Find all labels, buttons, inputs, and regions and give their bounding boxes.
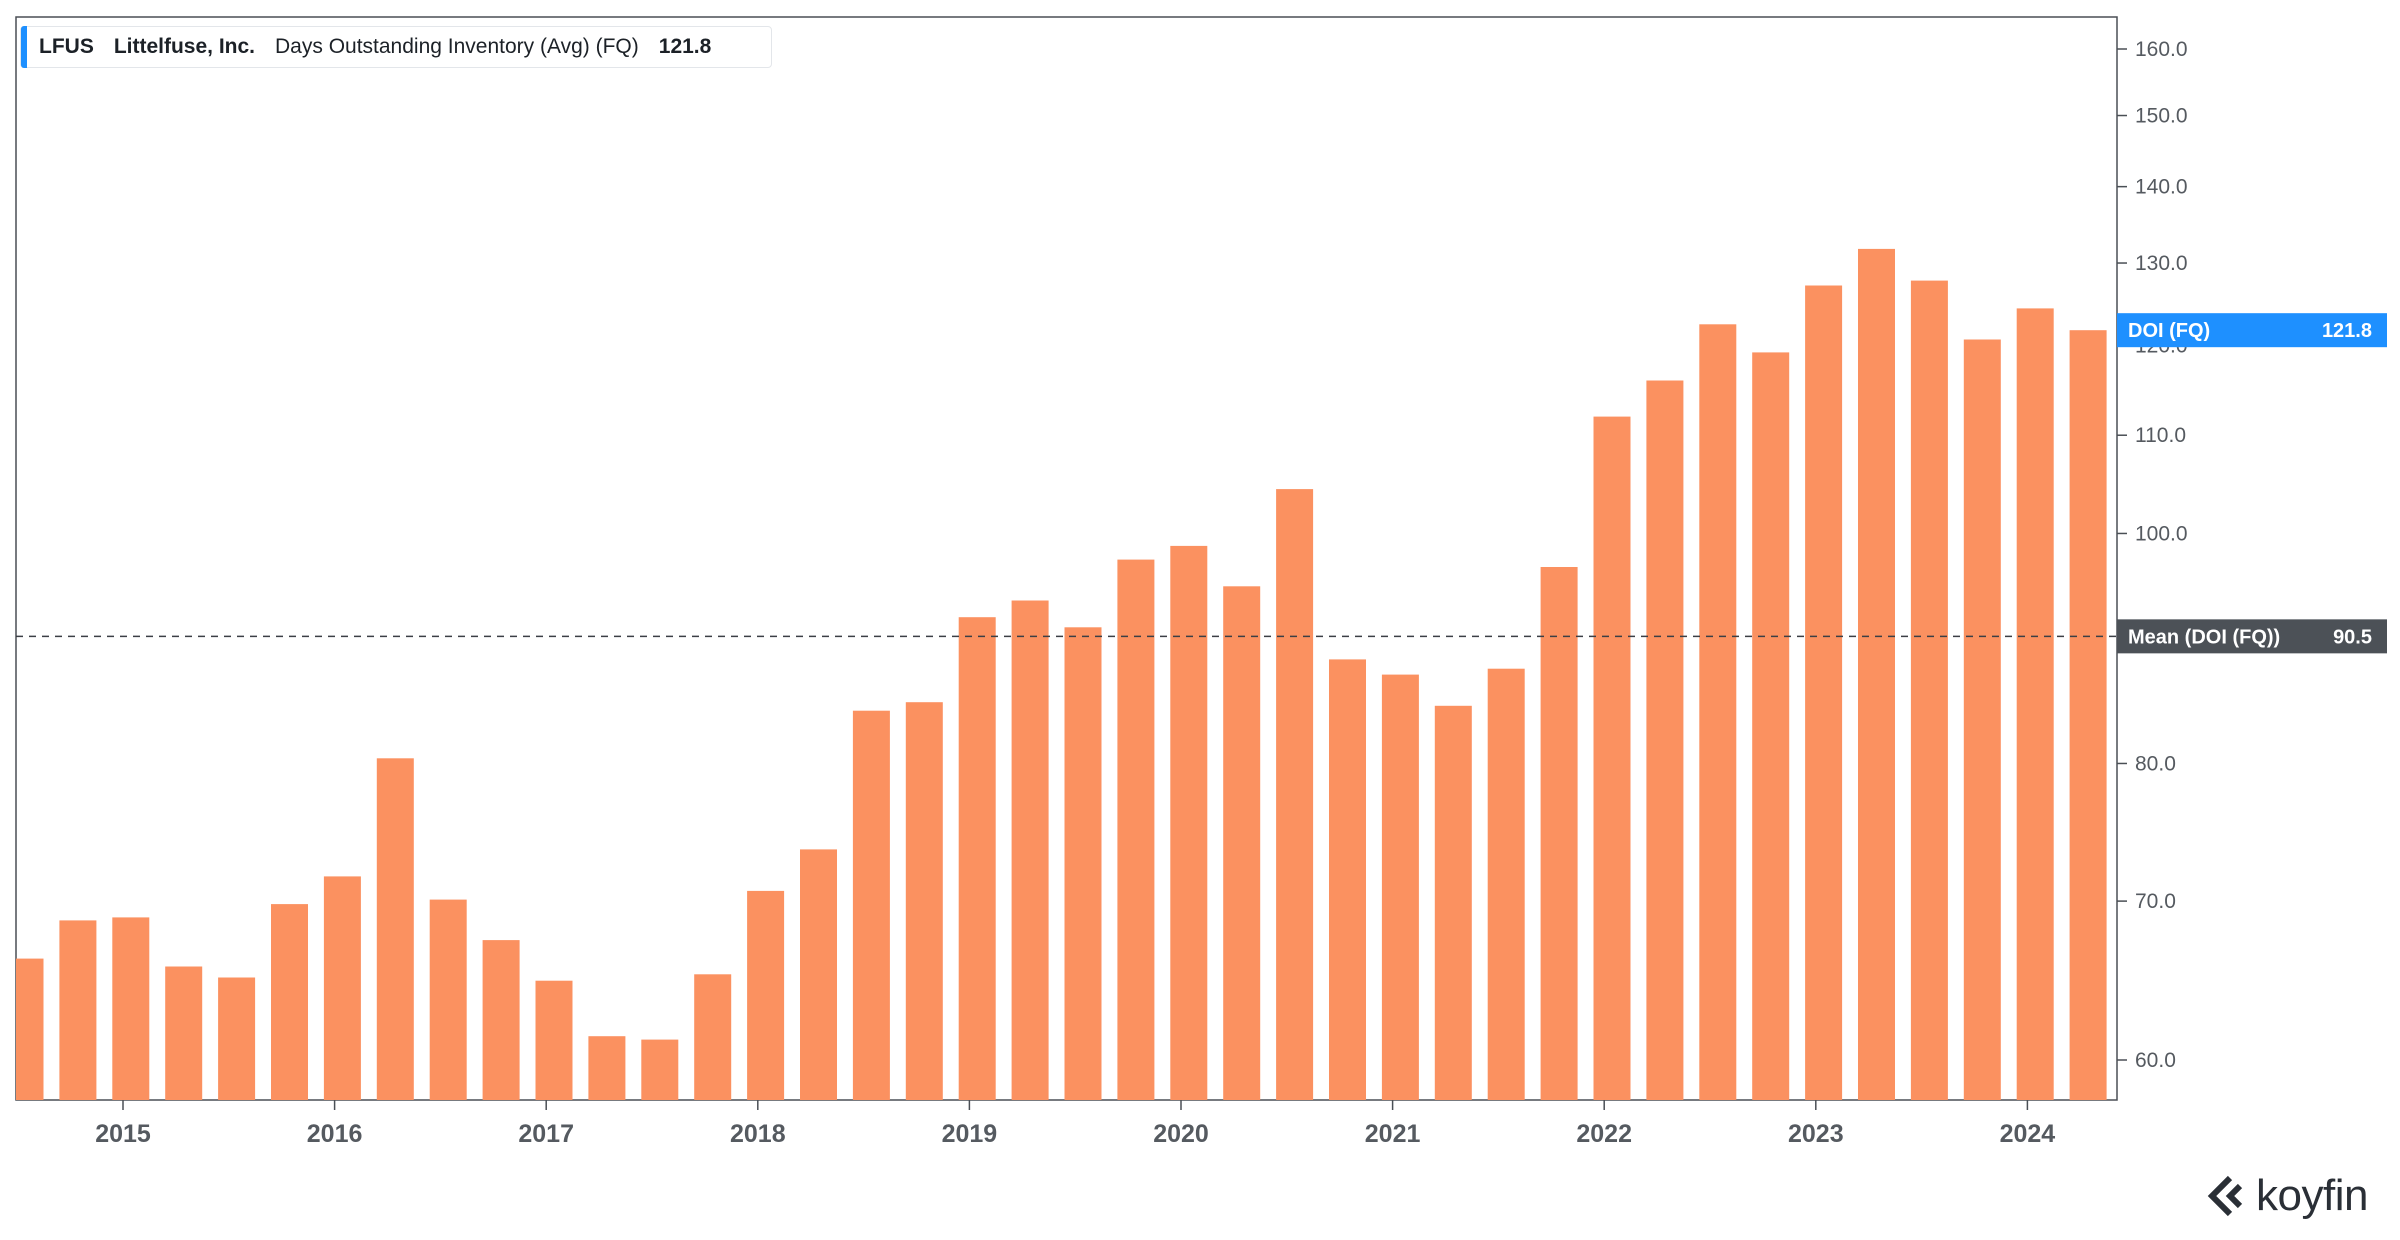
bar xyxy=(852,710,890,1100)
x-tick-label: 2024 xyxy=(2000,1120,2056,1148)
legend-company-name: Littelfuse, Inc. xyxy=(113,35,256,58)
y-tick-label: 160.0 xyxy=(2135,38,2188,61)
koyfin-mark-icon xyxy=(2207,1175,2243,1217)
bar xyxy=(1910,280,1948,1101)
koyfin-logo: koyfin xyxy=(2204,1168,2384,1224)
bar xyxy=(2016,308,2054,1100)
x-tick-label: 2019 xyxy=(942,1120,998,1148)
bar xyxy=(218,977,256,1100)
bar xyxy=(16,958,44,1100)
bar xyxy=(800,849,837,1100)
y-tick-label: 140.0 xyxy=(2135,176,2188,199)
x-tick-label: 2021 xyxy=(1365,1120,1421,1148)
bar xyxy=(1487,668,1525,1100)
bar xyxy=(1434,705,1472,1100)
bar xyxy=(958,617,996,1100)
y-tick-label: 60.0 xyxy=(2135,1049,2176,1072)
bar xyxy=(429,899,467,1100)
x-tick-label: 2022 xyxy=(1576,1120,1632,1148)
koyfin-wordmark: koyfin xyxy=(2256,1171,2368,1220)
bar xyxy=(1963,339,2001,1100)
bar xyxy=(482,940,520,1100)
bar xyxy=(1223,586,1261,1100)
bar xyxy=(112,917,150,1100)
x-tick-label: 2018 xyxy=(730,1120,786,1148)
bar xyxy=(1752,352,1790,1100)
legend-ticker: LFUS xyxy=(39,35,94,58)
bar xyxy=(535,980,573,1100)
bar xyxy=(694,974,732,1100)
bar xyxy=(323,876,361,1100)
bar xyxy=(1011,600,1049,1100)
bar xyxy=(165,966,203,1100)
bar xyxy=(271,904,308,1100)
bar xyxy=(1646,380,1684,1100)
mean-badge-value: 90.5 xyxy=(2333,626,2372,648)
bar xyxy=(1593,416,1631,1101)
bar xyxy=(2069,330,2107,1100)
x-axis: 2015 2016 2017 2018 2019 2020 2021 2022 2023 2024 xyxy=(95,1100,2055,1148)
bar xyxy=(1117,559,1155,1100)
legend-metric-name: Days Outstanding Inventory (Avg) (FQ) xyxy=(275,35,639,58)
last-value-badge-group: DOI (FQ) 121.8 xyxy=(2117,313,2387,348)
bar xyxy=(1381,674,1419,1100)
mean-badge xyxy=(2117,619,2387,654)
y-axis: 60.070.080.0100.0110.0120.0130.0140.0150… xyxy=(2117,38,2188,1072)
bars-group xyxy=(16,248,2107,1101)
x-tick-label: 2015 xyxy=(95,1120,151,1148)
bar xyxy=(1329,659,1366,1100)
bar xyxy=(905,702,943,1100)
bar xyxy=(1805,285,1843,1100)
chart-legend: LFUS Littelfuse, Inc. Days Outstanding I… xyxy=(20,26,772,68)
bar xyxy=(59,920,97,1100)
y-tick-label: 150.0 xyxy=(2135,105,2188,128)
legend-accent-bar xyxy=(21,26,27,68)
y-tick-label: 130.0 xyxy=(2135,252,2188,275)
x-tick-label: 2020 xyxy=(1153,1120,1209,1148)
bar xyxy=(1064,627,1102,1100)
bar xyxy=(641,1039,679,1100)
y-tick-label: 70.0 xyxy=(2135,890,2176,913)
bar xyxy=(376,758,414,1100)
last-value-badge-label: DOI (FQ) xyxy=(2128,320,2210,342)
legend-metric-value: 121.8 xyxy=(658,35,712,58)
x-tick-label: 2016 xyxy=(307,1120,363,1148)
bar xyxy=(1858,248,1895,1100)
last-value-badge xyxy=(2117,313,2387,348)
bar xyxy=(1699,324,1737,1100)
bar xyxy=(1276,489,1314,1101)
bar xyxy=(1540,567,1578,1100)
bar xyxy=(588,1036,626,1100)
y-tick-label: 110.0 xyxy=(2135,424,2186,447)
bar xyxy=(1170,545,1208,1100)
mean-reference-line-group: Mean (DOI (FQ)) 90.5 xyxy=(16,619,2387,654)
last-value-badge-value: 121.8 xyxy=(2322,320,2372,342)
x-tick-label: 2023 xyxy=(1788,1120,1844,1148)
x-tick-label: 2017 xyxy=(518,1120,574,1148)
y-tick-label: 100.0 xyxy=(2135,522,2188,545)
mean-badge-label: Mean (DOI (FQ)) xyxy=(2128,626,2280,648)
y-tick-label: 80.0 xyxy=(2135,752,2176,775)
bar xyxy=(747,890,785,1100)
